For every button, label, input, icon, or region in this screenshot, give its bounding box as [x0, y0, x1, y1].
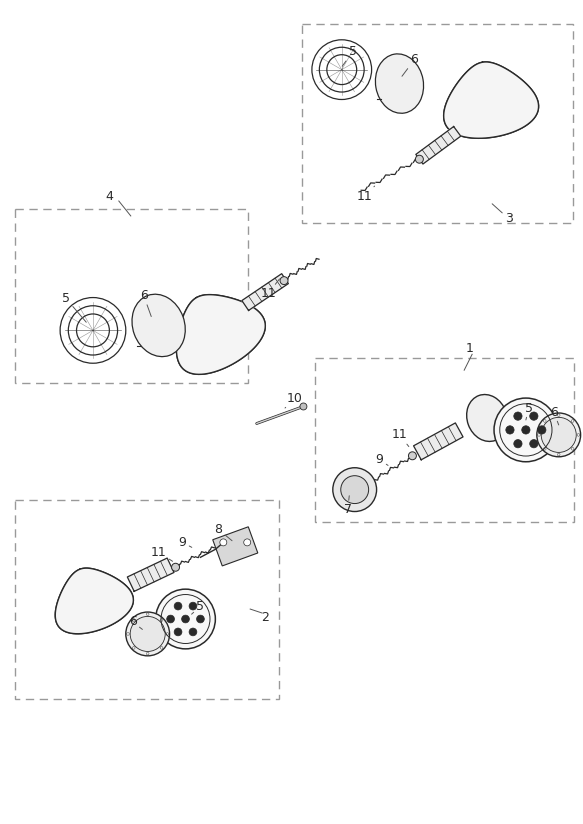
Polygon shape [55, 568, 134, 634]
Polygon shape [444, 62, 539, 138]
Circle shape [538, 426, 546, 434]
Circle shape [126, 612, 170, 656]
Bar [15, 209, 248, 383]
Circle shape [220, 539, 227, 545]
Polygon shape [127, 558, 174, 592]
Circle shape [196, 616, 204, 623]
Circle shape [522, 426, 530, 434]
Polygon shape [413, 423, 463, 460]
Circle shape [494, 398, 558, 461]
Bar [15, 499, 279, 699]
Circle shape [182, 616, 189, 623]
Text: 6: 6 [129, 616, 142, 630]
Text: 8: 8 [215, 523, 232, 541]
Circle shape [244, 539, 251, 545]
Text: 11: 11 [260, 279, 279, 300]
Circle shape [189, 628, 197, 636]
Circle shape [506, 426, 514, 434]
Circle shape [130, 616, 165, 652]
Circle shape [416, 155, 423, 163]
Circle shape [189, 602, 197, 610]
Bar [315, 358, 574, 522]
Circle shape [171, 564, 180, 571]
Text: 4: 4 [105, 190, 113, 203]
Circle shape [280, 277, 288, 284]
Circle shape [514, 412, 522, 420]
Polygon shape [213, 527, 258, 566]
Text: 5: 5 [192, 600, 205, 614]
Circle shape [530, 412, 538, 420]
Text: 5: 5 [62, 292, 86, 322]
Text: 1: 1 [465, 342, 473, 355]
Text: 11: 11 [151, 545, 173, 561]
Text: 5: 5 [525, 401, 533, 420]
Text: 11: 11 [392, 428, 409, 447]
Polygon shape [416, 127, 461, 164]
Text: 3: 3 [492, 204, 513, 226]
Text: 6: 6 [140, 289, 151, 316]
Text: 9: 9 [375, 453, 388, 466]
Polygon shape [242, 274, 289, 311]
Text: 2: 2 [261, 611, 269, 624]
Circle shape [541, 418, 576, 452]
Text: 9: 9 [178, 536, 192, 549]
Circle shape [174, 602, 182, 610]
Ellipse shape [466, 395, 507, 442]
Text: 5: 5 [342, 45, 357, 66]
Text: 7: 7 [344, 496, 352, 516]
Circle shape [167, 616, 174, 623]
Text: 6: 6 [550, 405, 559, 425]
Circle shape [530, 439, 538, 448]
Circle shape [333, 468, 377, 512]
Text: 10: 10 [285, 391, 303, 408]
Circle shape [409, 452, 416, 460]
Text: 11: 11 [357, 186, 375, 203]
Circle shape [174, 628, 182, 636]
Ellipse shape [375, 54, 424, 113]
Text: 6: 6 [402, 54, 419, 77]
Circle shape [341, 475, 368, 503]
Circle shape [514, 439, 522, 448]
Ellipse shape [132, 294, 185, 357]
Circle shape [156, 589, 215, 648]
Polygon shape [177, 295, 265, 374]
Circle shape [300, 403, 307, 410]
Bar [302, 24, 573, 223]
Circle shape [537, 413, 581, 456]
